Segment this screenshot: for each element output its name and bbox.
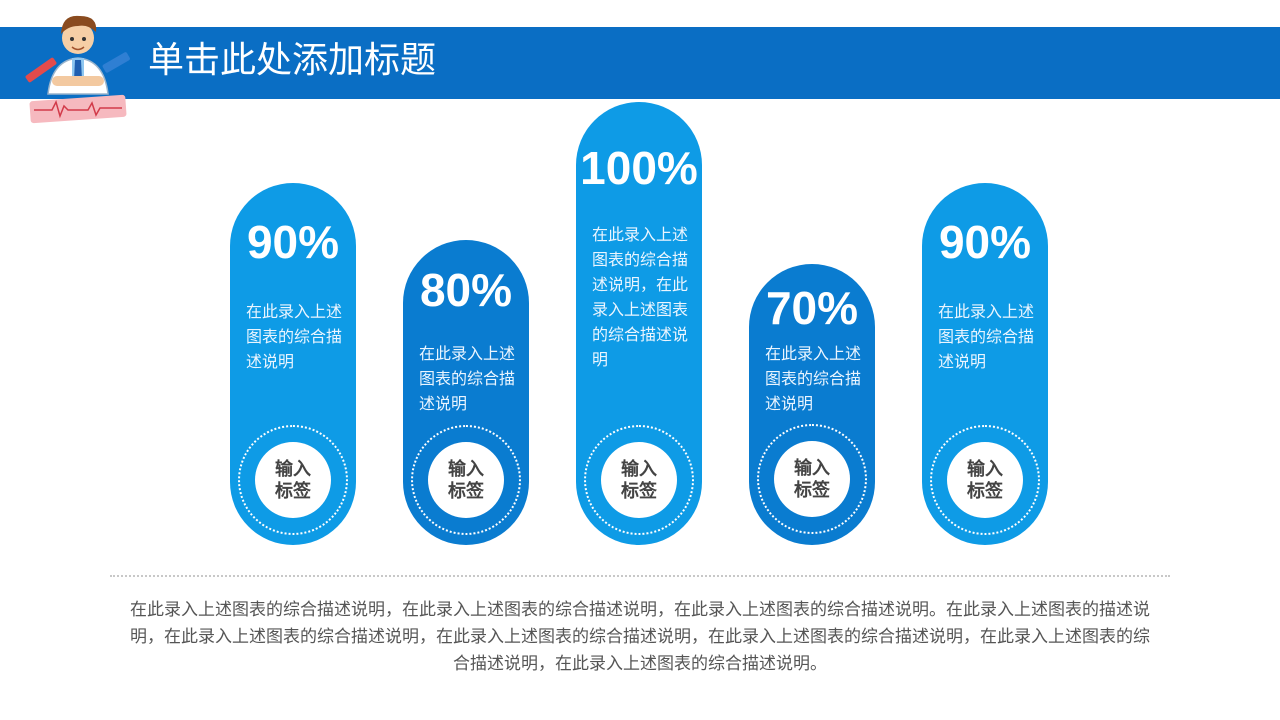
stat-tag[interactable]: 输入标签 <box>428 442 504 518</box>
page-title[interactable]: 单击此处添加标题 <box>148 39 437 80</box>
stat-percent: 100% <box>580 142 698 194</box>
dotted-divider <box>110 575 1170 577</box>
header-bar <box>0 27 1280 99</box>
stat-percent: 90% <box>938 216 1032 268</box>
stat-percent: 90% <box>246 216 340 268</box>
stat-tag[interactable]: 输入标签 <box>947 442 1023 518</box>
stat-percent: 80% <box>419 264 513 316</box>
stat-description: 在此录入上述图表的综合描述说明 <box>246 304 343 371</box>
stat-pill-1: 90% 在此录入上述图表的综合描述说明 输入标签 <box>230 183 356 545</box>
tag-ring: 输入标签 <box>757 424 867 534</box>
footer-description[interactable]: 在此录入上述图表的综合描述说明，在此录入上述图表的综合描述说明，在此录入上述图表… <box>130 600 1150 673</box>
stat-tag[interactable]: 输入标签 <box>601 442 677 518</box>
tag-ring: 输入标签 <box>930 425 1040 535</box>
stat-tag[interactable]: 输入标签 <box>774 441 850 517</box>
stat-description: 在此录入上述图表的综合描述说明 <box>419 346 516 413</box>
stat-tag[interactable]: 输入标签 <box>255 442 331 518</box>
doctor-mascot-icon <box>25 15 130 124</box>
tag-ring: 输入标签 <box>411 425 521 535</box>
stat-description: 在此录入上述图表的综合描述说明 <box>938 304 1035 371</box>
stat-pill-5: 90% 在此录入上述图表的综合描述说明 输入标签 <box>922 183 1048 545</box>
tag-ring: 输入标签 <box>584 425 694 535</box>
tag-ring: 输入标签 <box>238 425 348 535</box>
stat-pill-4: 70% 在此录入上述图表的综合描述说明 输入标签 <box>749 264 875 545</box>
stat-description: 在此录入上述图表的综合描述说明，在此录入上述图表的综合描述说明 <box>592 227 689 369</box>
stat-pill-3: 100% 在此录入上述图表的综合描述说明，在此录入上述图表的综合描述说明 输入标… <box>576 102 702 545</box>
stat-description: 在此录入上述图表的综合描述说明 <box>765 346 862 413</box>
stat-pill-2: 80% 在此录入上述图表的综合描述说明 输入标签 <box>403 240 529 545</box>
stat-percent: 70% <box>765 282 859 334</box>
